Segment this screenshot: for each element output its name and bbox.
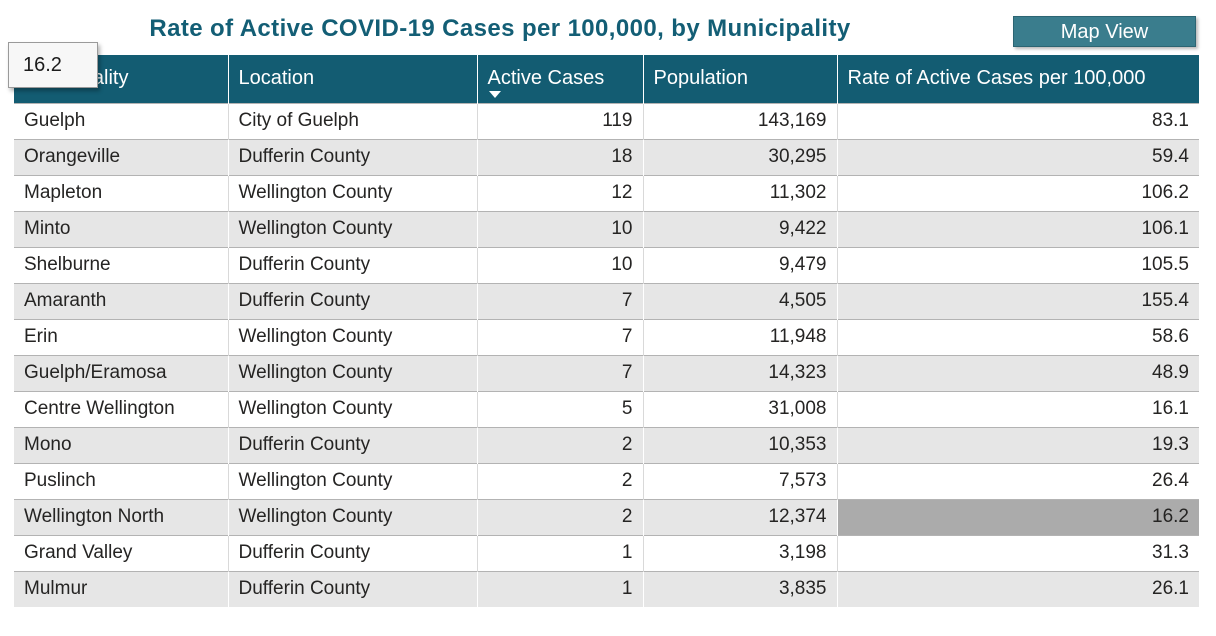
cell-population[interactable]: 14,323 (642, 354, 837, 391)
column-header-label: Active Cases (487, 67, 605, 90)
cell-rate[interactable]: 106.1 (836, 210, 1199, 247)
cell-municipality[interactable]: Erin (14, 318, 228, 355)
cell-active_cases[interactable]: 7 (476, 318, 643, 355)
cell-rate[interactable]: 26.4 (836, 462, 1199, 499)
cell-active_cases[interactable]: 1 (476, 570, 643, 607)
table-row: Wellington North Wellington County 2 12,374… (14, 498, 1199, 535)
table-row: Mulmur Dufferin County 1 3,835 26.1 (14, 570, 1199, 607)
cell-municipality[interactable]: Mulmur (14, 570, 228, 607)
cell-municipality[interactable]: Centre Wellington (14, 390, 228, 427)
cell-location[interactable]: Dufferin County (227, 570, 477, 607)
cell-population[interactable]: 12,374 (642, 498, 837, 535)
cell-active_cases[interactable]: 12 (476, 174, 643, 211)
cases-table: Municipality Location Active Cases Popul… (14, 55, 1199, 607)
table-row: Orangeville Dufferin County 18 30,295 59.4 (14, 138, 1199, 175)
cell-municipality[interactable]: Puslinch (14, 462, 228, 499)
cell-active_cases[interactable]: 7 (476, 354, 643, 391)
table-row: Guelph/Eramosa Wellington County 7 14,323 48… (14, 354, 1199, 391)
cell-population[interactable]: 7,573 (642, 462, 837, 499)
table-row: Puslinch Wellington County 2 7,573 26.4 (14, 462, 1199, 499)
cell-rate[interactable]: 83.1 (836, 102, 1199, 139)
column-header-active-cases[interactable]: Active Cases (476, 55, 643, 103)
column-header-location[interactable]: Location (227, 55, 477, 103)
cell-population[interactable]: 11,948 (642, 318, 837, 355)
table-row: Mono Dufferin County 2 10,353 19.3 (14, 426, 1199, 463)
cell-rate[interactable]: 16.1 (836, 390, 1199, 427)
cell-rate[interactable]: 19.3 (836, 426, 1199, 463)
column-header-rate[interactable]: Rate of Active Cases per 100,000 (836, 55, 1199, 103)
table-row: Shelburne Dufferin County 10 9,479 105.5 (14, 246, 1199, 283)
cell-rate[interactable]: 31.3 (836, 534, 1199, 571)
cell-location[interactable]: Wellington County (227, 462, 477, 499)
cell-municipality[interactable]: Wellington North (14, 498, 228, 535)
cell-active_cases[interactable]: 119 (476, 102, 643, 139)
cell-active_cases[interactable]: 18 (476, 138, 643, 175)
cell-active_cases[interactable]: 2 (476, 498, 643, 535)
cell-location[interactable]: Wellington County (227, 498, 477, 535)
table-body: Guelph City of Guelph 119 143,169 83.1 Orange… (14, 102, 1199, 607)
cell-population[interactable]: 30,295 (642, 138, 837, 175)
cell-location[interactable]: Wellington County (227, 210, 477, 247)
cell-population[interactable]: 9,422 (642, 210, 837, 247)
cell-active_cases[interactable]: 2 (476, 426, 643, 463)
cell-location[interactable]: Dufferin County (227, 138, 477, 175)
cell-location[interactable]: Dufferin County (227, 282, 477, 319)
sort-descending-icon (488, 90, 501, 98)
table-row: Mapleton Wellington County 12 11,302 106.2 (14, 174, 1199, 211)
cell-location[interactable]: Wellington County (227, 390, 477, 427)
cell-municipality[interactable]: Mapleton (14, 174, 228, 211)
cell-population[interactable]: 143,169 (642, 102, 837, 139)
cell-active_cases[interactable]: 10 (476, 210, 643, 247)
tooltip-value: 16.2 (23, 53, 62, 76)
cell-municipality[interactable]: Minto (14, 210, 228, 247)
cell-population[interactable]: 10,353 (642, 426, 837, 463)
cell-location[interactable]: Wellington County (227, 318, 477, 355)
column-header-population[interactable]: Population (642, 55, 837, 103)
cell-location[interactable]: City of Guelph (227, 102, 477, 139)
table-row: Amaranth Dufferin County 7 4,505 155.4 (14, 282, 1199, 319)
cell-municipality[interactable]: Grand Valley (14, 534, 228, 571)
cell-rate[interactable]: 155.4 (836, 282, 1199, 319)
map-view-button[interactable]: Map View (1013, 16, 1196, 47)
cell-population[interactable]: 11,302 (642, 174, 837, 211)
cell-municipality[interactable]: Mono (14, 426, 228, 463)
cell-municipality[interactable]: Amaranth (14, 282, 228, 319)
table-row: Centre Wellington Wellington County 5 31,00… (14, 390, 1199, 427)
cell-rate[interactable]: 58.6 (836, 318, 1199, 355)
page-title: Rate of Active COVID-19 Cases per 100,00… (149, 15, 851, 42)
cell-population[interactable]: 4,505 (642, 282, 837, 319)
hover-tooltip: 16.2 (8, 42, 98, 88)
cell-location[interactable]: Dufferin County (227, 534, 477, 571)
cell-location[interactable]: Wellington County (227, 174, 477, 211)
cell-location[interactable]: Dufferin County (227, 426, 477, 463)
cell-rate[interactable]: 105.5 (836, 246, 1199, 283)
table-row: Erin Wellington County 7 11,948 58.6 (14, 318, 1199, 355)
table-row: Minto Wellington County 10 9,422 106.1 (14, 210, 1199, 247)
table-row: Grand Valley Dufferin County 1 3,198 31.3 (14, 534, 1199, 571)
cell-population[interactable]: 9,479 (642, 246, 837, 283)
cell-active_cases[interactable]: 7 (476, 282, 643, 319)
cell-active_cases[interactable]: 10 (476, 246, 643, 283)
cell-rate[interactable]: 48.9 (836, 354, 1199, 391)
cell-rate[interactable]: 59.4 (836, 138, 1199, 175)
cell-rate[interactable]: 106.2 (836, 174, 1199, 211)
cell-municipality[interactable]: Guelph/Eramosa (14, 354, 228, 391)
cell-active_cases[interactable]: 5 (476, 390, 643, 427)
cell-population[interactable]: 3,198 (642, 534, 837, 571)
highlighted-cell[interactable]: 16.2 (836, 498, 1199, 535)
cell-municipality[interactable]: Orangeville (14, 138, 228, 175)
cell-active_cases[interactable]: 1 (476, 534, 643, 571)
cell-location[interactable]: Wellington County (227, 354, 477, 391)
table-row: Guelph City of Guelph 119 143,169 83.1 (14, 102, 1199, 139)
cell-location[interactable]: Dufferin County (227, 246, 477, 283)
cell-municipality[interactable]: Guelph (14, 102, 228, 139)
table-header: Municipality Location Active Cases Popul… (14, 55, 1199, 103)
header-row: Municipality Location Active Cases Popul… (14, 55, 1199, 103)
cell-municipality[interactable]: Shelburne (14, 246, 228, 283)
cell-rate[interactable]: 26.1 (836, 570, 1199, 607)
cell-population[interactable]: 31,008 (642, 390, 837, 427)
cell-active_cases[interactable]: 2 (476, 462, 643, 499)
cell-population[interactable]: 3,835 (642, 570, 837, 607)
